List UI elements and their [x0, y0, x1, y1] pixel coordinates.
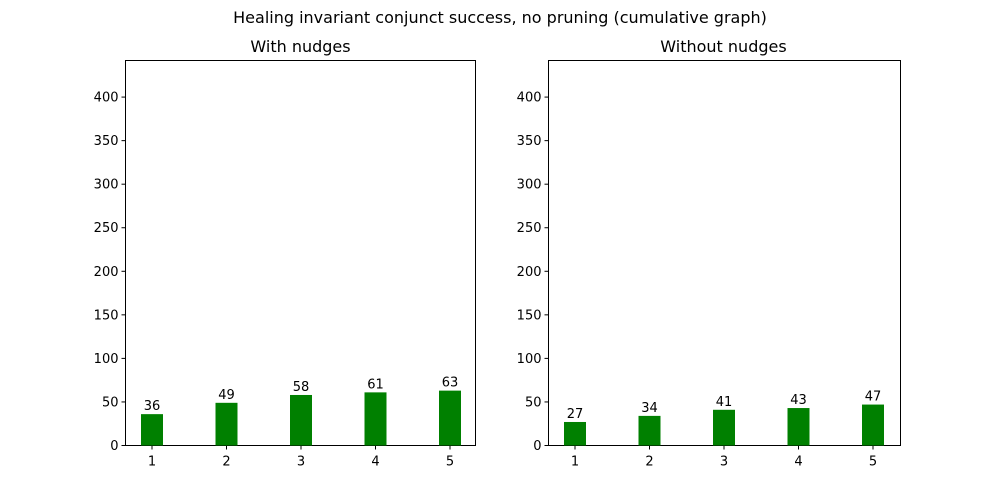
- chart-panel-without-nudges: Without nudges 050100150200250300350400 …: [517, 37, 901, 470]
- bar-value-label: 58: [293, 380, 310, 395]
- x-tick-label: 1: [571, 455, 579, 470]
- chart-panel-with-nudges: With nudges 0 50 100 150 200 250 300 350 400 1 2 3…: [94, 37, 476, 470]
- bar: [215, 402, 238, 446]
- bar-value-label: 43: [790, 393, 807, 408]
- data-labels: 36 49 58 61 63: [144, 376, 459, 415]
- y-tick-label: 300: [94, 178, 119, 193]
- bar-value-label: 63: [442, 376, 459, 391]
- x-tick-label: 4: [371, 455, 379, 470]
- bar-value-label: 41: [716, 395, 733, 410]
- bar: [141, 414, 163, 446]
- bar: [290, 394, 312, 446]
- y-tick-label: 50: [102, 395, 119, 410]
- y-tick-label: 100: [94, 352, 119, 367]
- figure-title: Healing invariant conjunct success, no p…: [233, 8, 767, 27]
- y-tick-label: 300: [517, 178, 542, 193]
- y-tick-label: 400: [94, 91, 119, 106]
- y-tick-label: 50: [525, 395, 542, 410]
- y-tick-label: 0: [533, 439, 541, 454]
- y-tick-label: 350: [94, 134, 119, 149]
- x-tick-label: 1: [148, 455, 156, 470]
- y-tick-label: 250: [517, 221, 542, 236]
- bar-value-label: 49: [218, 388, 235, 403]
- y-tick-label: 200: [517, 265, 542, 280]
- chart-title: With nudges: [250, 37, 350, 56]
- x-axis: 1 2 3 4 5: [571, 445, 877, 470]
- bar-series: [564, 404, 884, 446]
- bar: [787, 408, 810, 446]
- bar-series: [141, 390, 461, 446]
- y-tick-label: 250: [94, 221, 119, 236]
- y-tick-label: 0: [110, 439, 118, 454]
- plot-area: [548, 60, 901, 446]
- y-tick-label: 150: [517, 308, 542, 323]
- x-axis: 1 2 3 4 5: [148, 445, 454, 470]
- chart-title: Without nudges: [660, 37, 786, 56]
- y-axis: 0 50 100 150 200 250 300 350 400: [94, 91, 126, 454]
- bar: [638, 415, 661, 446]
- x-tick-label: 2: [645, 455, 653, 470]
- x-tick-label: 3: [297, 455, 305, 470]
- y-axis: 0 50 100 150 200 250 300 350 400: [517, 91, 549, 454]
- bar: [364, 392, 387, 446]
- data-labels: 27 34 41 43 47: [567, 390, 882, 422]
- bar-value-label: 47: [865, 390, 882, 405]
- bar: [439, 390, 461, 446]
- y-tick-label: 150: [94, 308, 119, 323]
- bar: [713, 409, 735, 446]
- bar-value-label: 61: [367, 377, 384, 392]
- x-tick-label: 3: [720, 455, 728, 470]
- y-tick-label: 100: [517, 352, 542, 367]
- x-tick-label: 5: [869, 455, 877, 470]
- bar-value-label: 34: [641, 401, 658, 416]
- bar-value-label: 36: [144, 399, 161, 414]
- y-tick-label: 200: [94, 265, 119, 280]
- x-tick-label: 4: [794, 455, 802, 470]
- y-tick-label: 350: [517, 134, 542, 149]
- x-tick-label: 2: [222, 455, 230, 470]
- bar: [564, 421, 586, 446]
- x-tick-label: 5: [446, 455, 454, 470]
- bar-value-label: 27: [567, 407, 584, 422]
- bar: [862, 404, 884, 446]
- y-tick-label: 400: [517, 91, 542, 106]
